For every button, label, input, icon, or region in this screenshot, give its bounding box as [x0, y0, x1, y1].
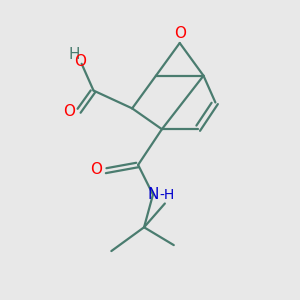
- Text: O: O: [74, 54, 86, 69]
- Text: O: O: [174, 26, 186, 41]
- Text: -H: -H: [160, 188, 175, 202]
- Text: O: O: [91, 162, 103, 177]
- Text: H: H: [68, 47, 80, 62]
- Text: N: N: [147, 187, 159, 202]
- Text: O: O: [63, 104, 75, 119]
